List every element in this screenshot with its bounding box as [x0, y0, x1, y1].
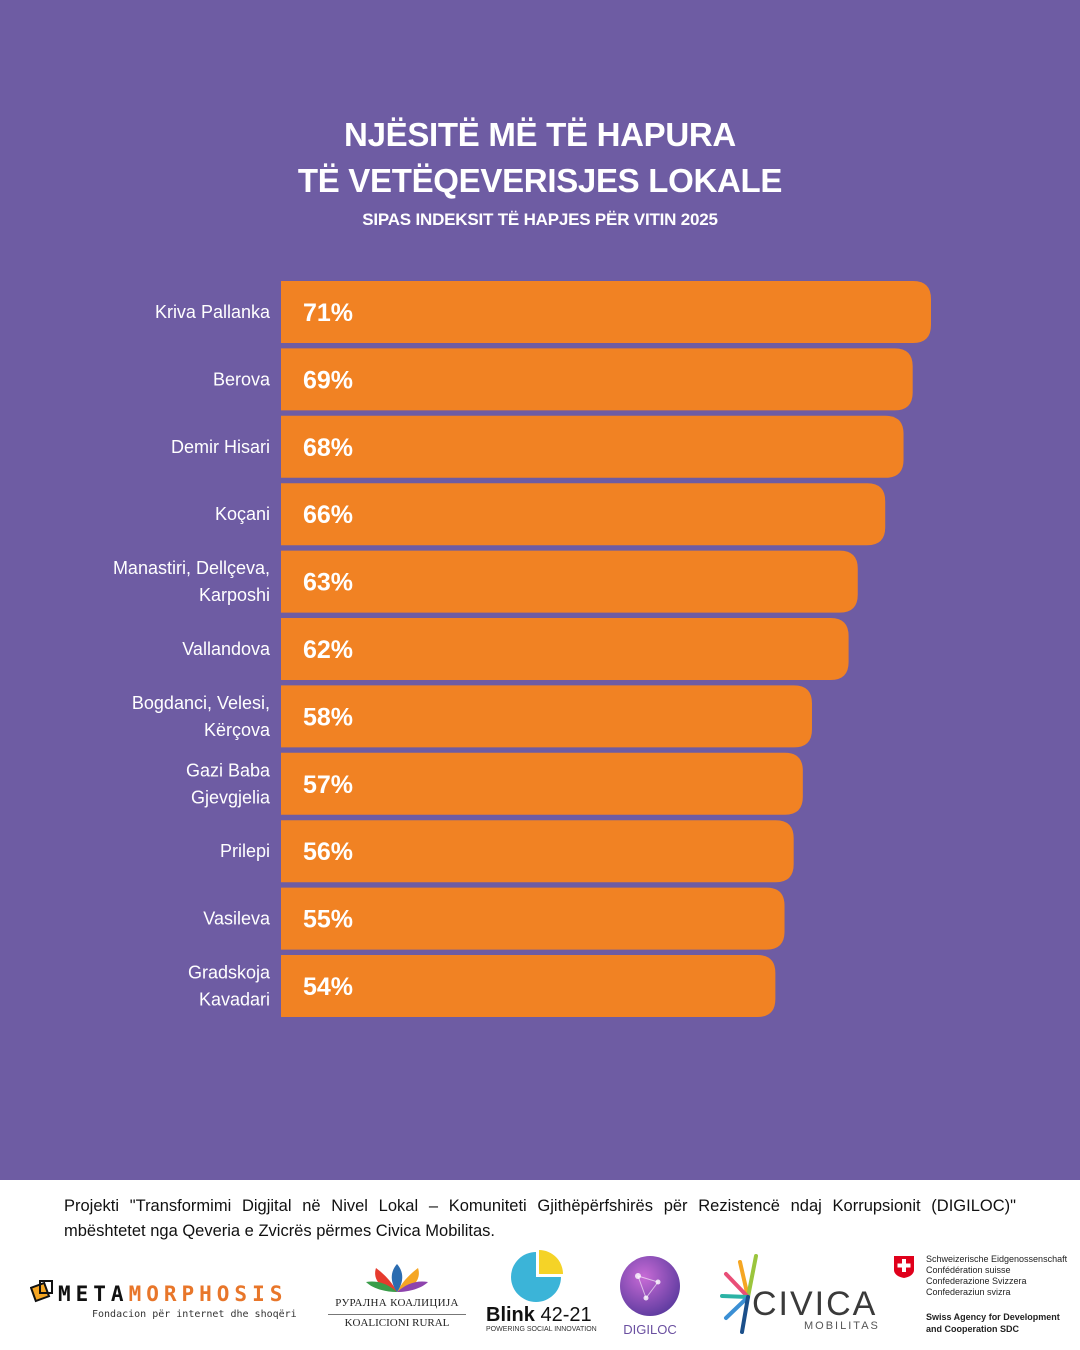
bar-value-label: 57% — [303, 771, 353, 799]
category-label: Bogdanci, Velesi, Kërçova — [132, 693, 271, 740]
category-label: Berova — [213, 369, 271, 389]
bar-group: 66% Koçani — [215, 483, 886, 546]
bar-value-label: 66% — [303, 501, 353, 529]
category-label: Kriva Pallanka — [155, 302, 271, 322]
bar-group: 55% Vasileva — [203, 887, 785, 950]
bar-value-label: 55% — [303, 906, 353, 934]
bar-value-label: 54% — [303, 973, 353, 1001]
rural-coalition-latin: KOALICIONI RURAL — [328, 1314, 466, 1329]
swiss-line-3: Confederazione Svizzera — [926, 1276, 1027, 1286]
swiss-sdc-logo: Schweizerische Eidgenossenschaft Confédé… — [890, 1254, 1075, 1344]
bar-value-label: 62% — [303, 636, 353, 664]
rural-coalition-logo: РУРАЛНА КОАЛИЦИЈА KOALICIONI RURAL — [328, 1262, 466, 1332]
blink-wordmark: Blink 42-21 — [486, 1304, 592, 1326]
bar-value-label: 58% — [303, 703, 353, 731]
bar-value-label: 69% — [303, 366, 353, 394]
swiss-flag-icon — [894, 1256, 914, 1278]
civica-wordmark: CIVICA — [752, 1285, 878, 1323]
bar-value-label: 56% — [303, 838, 353, 866]
bar — [281, 348, 913, 411]
footer-project-text: Projekti "Transformimi Digjital në Nivel… — [64, 1197, 1016, 1240]
bar-chart: 71% Kriva Pallanka 69% Berova 68% Demir Hisar… — [113, 281, 931, 1017]
bar-group: 63% Manastiri, Dellçeva, Karposhi — [113, 550, 858, 613]
bar — [281, 887, 785, 950]
chart-title-line-2: TË VETËQEVERISJES LOKALE — [297, 162, 783, 199]
chart-title-line-1: NJËSITË MË TË HAPURA — [344, 116, 736, 153]
bar-group: 68% Demir Hisari — [171, 415, 904, 478]
footer: Projekti "Transformimi Digjital në Nivel… — [0, 1180, 1080, 1350]
bar — [281, 415, 904, 478]
category-label: Vasileva — [203, 909, 271, 929]
blink-tagline: POWERING SOCIAL INNOVATION — [486, 1326, 597, 1333]
category-label: Demir Hisari — [171, 437, 270, 457]
bar — [281, 281, 931, 343]
bar-group: 54% Gradskoja Kavadari — [188, 955, 776, 1017]
bar — [281, 820, 794, 883]
category-label: Vallandova — [182, 639, 271, 659]
bar — [281, 752, 803, 815]
digiloc-logo: DIGILOC — [612, 1252, 688, 1342]
digiloc-globe-icon — [620, 1256, 680, 1316]
civica-burst-icon — [720, 1254, 758, 1334]
bar-group: 71% Kriva Pallanka — [155, 281, 931, 343]
bar-value-label: 63% — [303, 569, 353, 597]
category-label: Koçani — [215, 504, 270, 524]
bar — [281, 618, 849, 680]
bar-group: 62% Vallandova — [182, 618, 849, 680]
bar-value-label: 68% — [303, 434, 353, 462]
bar — [281, 550, 858, 613]
metamorphosis-wordmark: METAMORPHOSIS — [58, 1282, 288, 1306]
metamorphosis-cube-icon — [30, 1280, 53, 1303]
category-label: Gradskoja Kavadari — [188, 963, 271, 1010]
swiss-line-1: Schweizerische Eidgenossenschaft — [926, 1254, 1068, 1264]
bar — [281, 685, 812, 748]
swiss-sdc-line-1: Swiss Agency for Development — [926, 1312, 1060, 1322]
bar-group: 69% Berova — [213, 348, 913, 411]
chart-header: NJËSITË MË TË HAPURA TË VETËQEVERISJES L… — [0, 112, 1080, 230]
rural-flower-icon — [366, 1264, 428, 1292]
metamorphosis-logo: METAMORPHOSIS Fondacion për internet dhe… — [30, 1278, 322, 1328]
blink-pie-icon — [511, 1250, 563, 1302]
bar-group: 58% Bogdanci, Velesi, Kërçova — [132, 685, 812, 748]
rural-coalition-cyrillic: РУРАЛНА КОАЛИЦИЈА — [335, 1297, 459, 1309]
bar — [281, 955, 776, 1017]
bar-group: 56% Prilepi — [220, 820, 794, 883]
swiss-sdc-line-2: and Cooperation SDC — [926, 1324, 1020, 1334]
swiss-line-4: Confederaziun svizra — [926, 1287, 1011, 1297]
chart-subtitle: SIPAS INDEKSIT TË HAPJES PËR VITIN 2025 — [362, 210, 718, 229]
category-label: Manastiri, Dellçeva, Karposhi — [113, 558, 270, 605]
blink-logo: Blink 42-21 POWERING SOCIAL INNOVATION — [484, 1250, 597, 1340]
bar-value-label: 71% — [303, 299, 353, 327]
category-label: Gazi Baba Gjevgjelia — [186, 760, 271, 807]
metamorphosis-tagline: Fondacion për internet dhe shoqëri — [92, 1309, 297, 1320]
swiss-line-2: Confédération suisse — [926, 1265, 1011, 1275]
civica-mobilitas-logo: CIVICA MOBILITAS — [718, 1252, 883, 1337]
category-label: Prilepi — [220, 841, 270, 861]
bar-group: 57% Gazi Baba Gjevgjelia — [186, 752, 803, 815]
digiloc-wordmark: DIGILOC — [623, 1322, 677, 1337]
bar — [281, 483, 886, 546]
civica-tagline: MOBILITAS — [804, 1320, 880, 1332]
